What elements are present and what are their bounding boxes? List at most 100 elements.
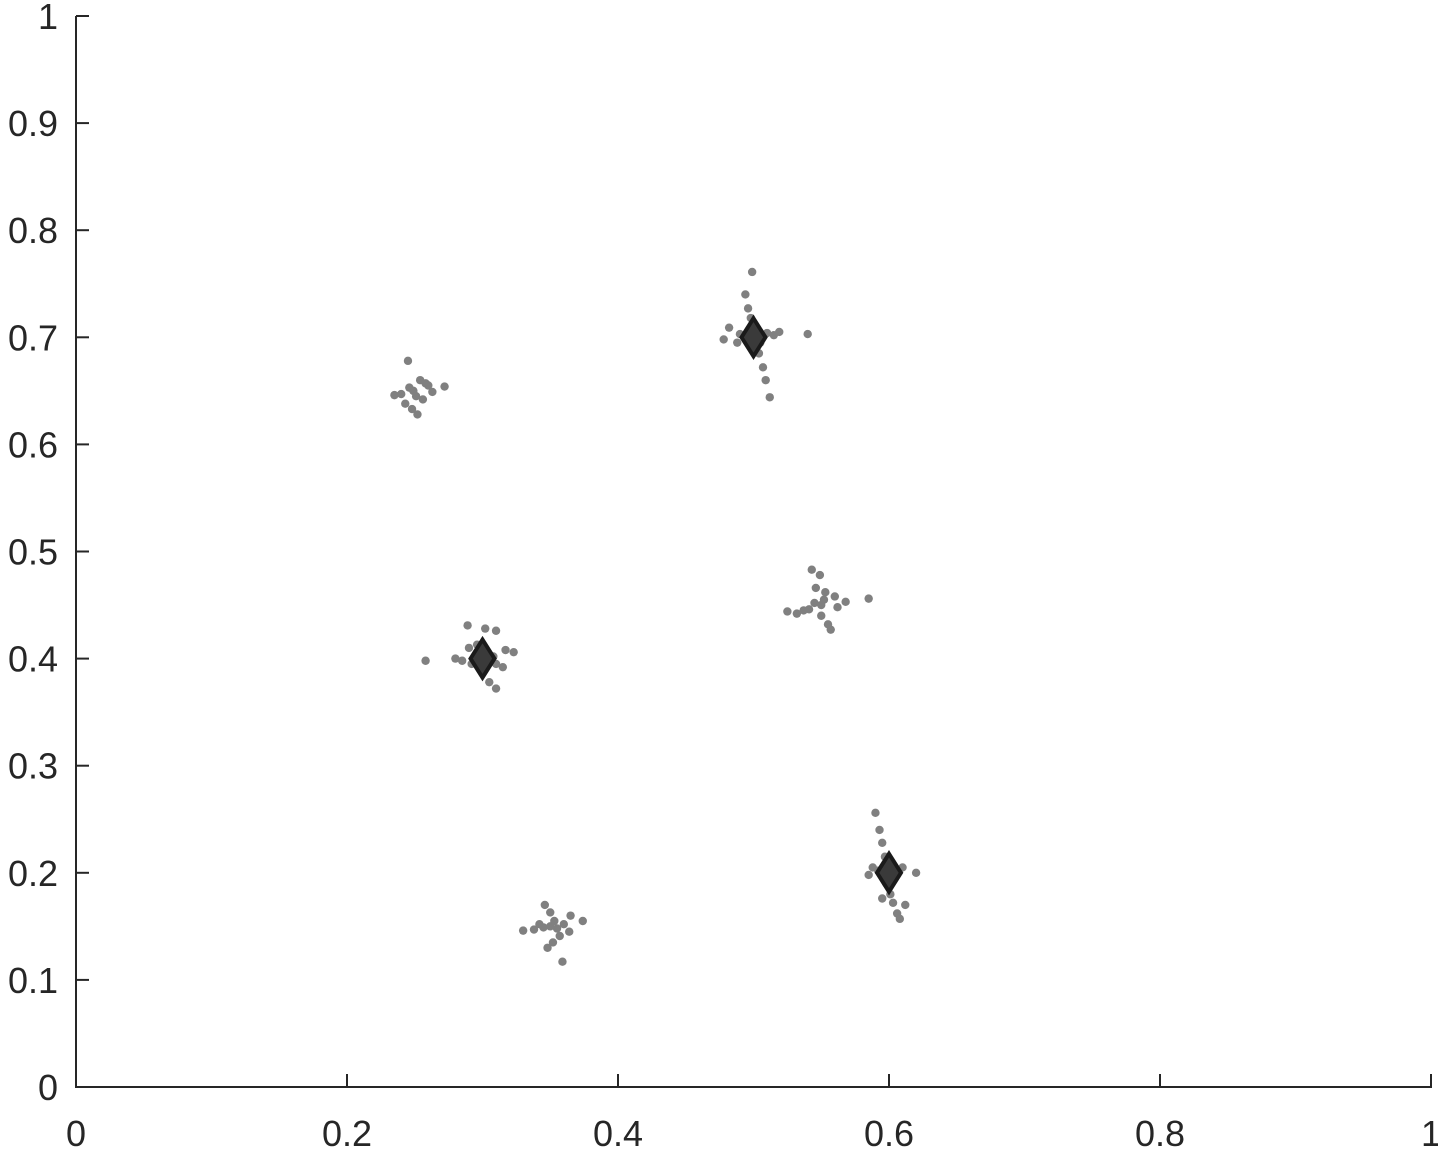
scatter-point [509,647,518,657]
scatter-point [405,383,414,392]
scatter-point [464,643,474,653]
x-tick-label: 0 [66,1113,86,1150]
scatter-point [418,395,428,404]
scatter-point [578,916,587,926]
y-tick-label: 0.8 [8,210,58,251]
scatter-point [413,410,422,419]
scatter-point [741,290,750,299]
scatter-point [815,570,825,580]
scatter-point [558,957,567,966]
scatter-point [421,656,430,665]
scatter-point [803,329,812,339]
scatter-point [548,938,558,947]
scatter-point [864,870,873,880]
scatter-point [550,916,559,926]
scatter-point [559,920,568,929]
scatter-point [901,900,910,910]
scatter-point [451,654,460,663]
scatter-point [875,825,884,835]
scatter-point [761,375,770,385]
scatter-point [401,399,410,408]
scatter-point [833,602,842,612]
scatter-point [719,335,728,344]
y-tick-label: 0.5 [8,532,58,573]
scatter-point [819,595,829,604]
scatter-point [481,624,490,633]
scatter-point [878,838,887,848]
scatter-point [769,330,779,340]
scatter-point [826,625,835,634]
scatter-point [733,338,742,347]
scatter-point [821,587,830,597]
scatter-point [565,927,574,936]
x-tick-label: 0.8 [1135,1113,1185,1150]
scatter-point [811,583,821,593]
x-tick-label: 0.2 [322,1113,372,1150]
scatter-point [428,387,437,397]
x-axis-ticks: 0 0.2 0.4 0.6 0.8 1 [66,1074,1438,1150]
y-tick-label: 0.2 [8,853,58,894]
scatter-point [501,645,510,655]
scatter-point [743,304,753,313]
scatter-point [457,656,467,665]
scatter-point [783,607,792,616]
diamond-marker [739,314,768,361]
scatter-point [810,598,819,608]
scatter-point [807,565,816,574]
scatter-point [397,389,406,399]
scatter-point [895,914,905,924]
scatter-point [491,684,501,693]
y-tick-label: 0.3 [8,746,58,787]
x-tick-label: 1 [1421,1113,1438,1150]
scatter-point [529,925,539,934]
scatter-point [411,392,421,401]
scatter-point [817,611,826,620]
x-tick-label: 0.6 [864,1113,914,1150]
y-tick-label: 0.7 [8,317,58,358]
scatter-point [463,621,472,630]
scatter-point [485,677,494,687]
x-tick-label: 0.4 [593,1113,643,1150]
scatter-point [421,379,430,388]
y-tick-label: 0.1 [8,960,58,1001]
y-tick-label: 0.4 [8,639,58,680]
scatter-point [546,908,555,917]
y-tick-label: 1 [38,0,58,37]
scatter-point [841,597,850,607]
diamond-markers [468,314,904,896]
scatter-point [390,390,399,400]
scatter-point [552,924,562,933]
y-tick-label: 0.9 [8,103,58,144]
scatter-point [799,606,808,615]
scatter-point [407,404,417,414]
scatter-point [724,323,734,332]
scatter-point [403,356,413,366]
diamond-marker [468,635,497,682]
scatter-point [498,662,508,672]
scatter-point [888,898,898,907]
scatter-point [543,943,552,952]
scatter-point [758,363,768,372]
scatter-point [518,926,528,935]
scatter-point [864,594,873,603]
scatter-point [555,931,564,941]
scatter-point [765,393,774,402]
scatter-point [871,808,880,818]
scatter-points [390,267,921,966]
y-tick-label: 0 [38,1067,58,1108]
y-axis-ticks: 0 0.1 0.2 0.3 0.4 0.5 0.6 0.7 0.8 0.9 1 [8,0,89,1108]
axes-frame [75,16,1432,1088]
y-tick-label: 0.6 [8,424,58,465]
scatter-point [566,911,575,920]
diamond-marker [874,850,904,896]
scatter-point [792,609,802,618]
scatter-point [440,382,449,391]
scatter-point [540,900,550,910]
scatter-point [830,592,839,601]
scatter-point [911,868,921,877]
scatter-point [747,267,757,277]
scatter-point [491,626,501,635]
scatter-point [535,920,544,929]
scatter-point [878,894,887,903]
